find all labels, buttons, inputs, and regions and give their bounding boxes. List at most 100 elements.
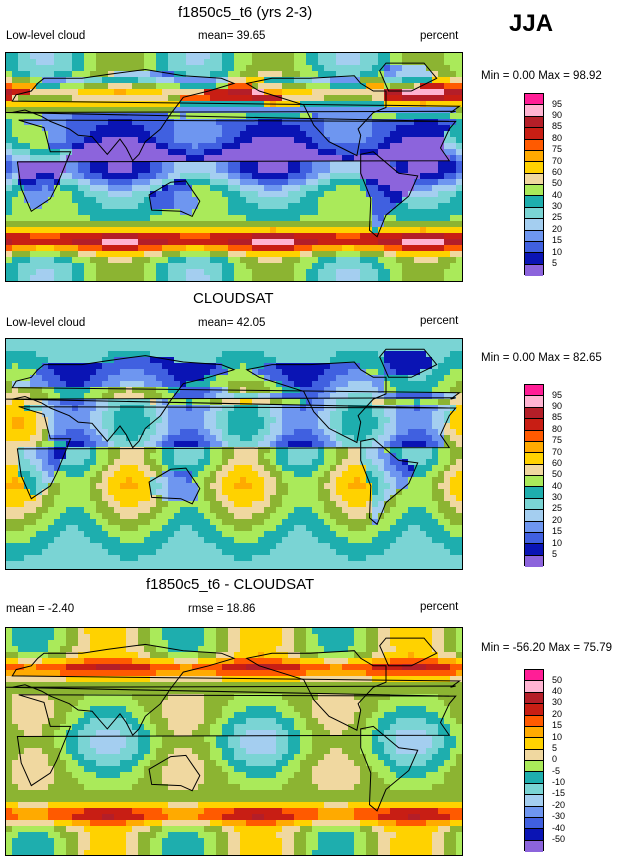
colorbar-swatch	[525, 544, 543, 556]
coastline	[148, 467, 201, 505]
colorbar-swatch	[525, 726, 543, 739]
coastline	[245, 361, 387, 444]
colorbar-level-label: -30	[552, 811, 566, 822]
coastline	[360, 725, 419, 812]
colorbar-swatch	[525, 772, 543, 784]
colorbar-swatch	[525, 829, 543, 841]
panel-minmax-label: Min = 0.00 Max = 98.92	[481, 70, 602, 82]
colorbar-swatch	[525, 521, 543, 533]
colorbar-level-label: 5	[552, 257, 558, 268]
coastline	[16, 694, 457, 787]
coastline	[148, 180, 201, 218]
colorbar-level-label: 15	[552, 235, 563, 246]
colorbar-swatch	[525, 230, 543, 242]
colorbar-swatch	[525, 162, 543, 174]
colorbar-swatch	[525, 419, 543, 431]
panel-rmse-label: rmse = 18.86	[188, 603, 256, 615]
colorbar-level-label: 90	[552, 110, 563, 121]
colorbar-swatch	[525, 264, 543, 276]
coastline	[379, 637, 438, 667]
colorbar-level-label: 95	[552, 98, 563, 109]
panel-minmax-label: Min = -56.20 Max = 75.79	[481, 642, 613, 654]
colorbar-swatch	[525, 715, 543, 727]
colorbar-swatch	[525, 185, 543, 197]
coastline	[245, 75, 387, 157]
panel-minmax-label: Min = 0.00 Max = 82.65	[481, 352, 602, 364]
coastline	[379, 348, 438, 378]
panel-units-label: percent	[420, 315, 459, 327]
colorbar-swatch	[525, 150, 543, 163]
panel-mean-label: mean = -2.40	[6, 603, 75, 615]
coastline	[6, 68, 462, 162]
colorbar-level-label: 10	[552, 537, 563, 548]
colorbar-level-label: 15	[552, 526, 563, 537]
coastline	[148, 754, 201, 792]
colorbar-swatch	[525, 476, 543, 488]
colorbar-swatch	[525, 94, 543, 106]
colorbar-swatch	[525, 510, 543, 522]
colorbar-swatch	[525, 207, 543, 220]
colorbar-level-label: 40	[552, 189, 563, 200]
colorbar-level-label: 30	[552, 697, 563, 708]
colorbar-swatch	[525, 219, 543, 231]
colorbar-swatch	[525, 116, 543, 129]
colorbar-swatch	[525, 738, 543, 750]
colorbar-swatch	[525, 253, 543, 265]
coastline	[6, 355, 462, 449]
colorbar-level-label: 50	[552, 469, 563, 480]
colorbar-labels: 50 40 30 20 15 10 5 0 -5 -10 -15 -20 -30 -40 -50	[552, 669, 592, 851]
coastline	[16, 406, 457, 500]
colorbar-swatch	[525, 749, 543, 761]
colorbar-swatch	[525, 453, 543, 465]
colorbar-swatch	[525, 430, 543, 442]
season-label: JJA	[509, 10, 554, 37]
panel-title: f1850c5_t6 - CLOUDSAT	[146, 576, 315, 593]
colorbar-level-label: 75	[552, 144, 563, 155]
colorbar-level-label: 50	[552, 178, 563, 189]
colorbar-level-label: -5	[552, 765, 561, 776]
colorbar-level-label: 40	[552, 480, 563, 491]
colorbar-level-label: 75	[552, 435, 563, 446]
colorbar-swatch	[525, 840, 543, 852]
colorbar-swatch	[525, 704, 543, 716]
colorbar-level-label: 70	[552, 155, 563, 166]
panel-title: f1850c5_t6 (yrs 2-3)	[178, 4, 313, 21]
colorbar-swatch	[525, 128, 543, 140]
colorbar-level-label: -20	[552, 799, 566, 810]
colorbar-swatch	[525, 441, 543, 454]
colorbar-swatch	[525, 139, 543, 151]
colorbar-swatch	[525, 532, 543, 545]
colorbar-level-label: 60	[552, 457, 563, 468]
colorbar-swatch	[525, 783, 543, 796]
colorbar-level-label: 90	[552, 401, 563, 412]
colorbar-swatch	[525, 555, 543, 567]
colorbar-swatch	[525, 498, 543, 511]
colorbar-swatch	[525, 241, 543, 254]
map-panel-difference	[5, 627, 463, 856]
colorbar-swatch	[525, 407, 543, 420]
colorbar-swatch	[525, 681, 543, 693]
colorbar-level-label: 25	[552, 212, 563, 223]
colorbar-labels: 95 90 85 80 75 70 60 50 40 30 25 20 15 10 5	[552, 384, 592, 566]
coastline	[245, 650, 387, 731]
colorbar-labels: 95 90 85 80 75 70 60 50 40 30 25 20 15 10 5	[552, 93, 592, 275]
colorbar-swatch	[525, 196, 543, 208]
colorbar-swatch	[525, 464, 543, 476]
colorbar	[524, 93, 544, 276]
panel-variable-label: Low-level cloud	[6, 30, 86, 42]
colorbar-level-label: -40	[552, 822, 566, 833]
colorbar-level-label: 5	[552, 742, 558, 753]
panel-mean-label: mean= 42.05	[198, 317, 266, 329]
colorbar-level-label: 80	[552, 132, 563, 143]
map-panel-model	[5, 52, 463, 282]
colorbar-level-label: 60	[552, 166, 563, 177]
coastline	[6, 643, 462, 737]
colorbar-swatch	[525, 396, 543, 408]
panel-variable-label: Low-level cloud	[6, 317, 86, 329]
colorbar-swatch	[525, 761, 543, 773]
coastline	[360, 151, 419, 238]
colorbar-level-label: 0	[552, 754, 558, 765]
colorbar-swatch	[525, 105, 543, 117]
colorbar-swatch	[525, 806, 543, 818]
panel-units-label: percent	[420, 601, 459, 613]
